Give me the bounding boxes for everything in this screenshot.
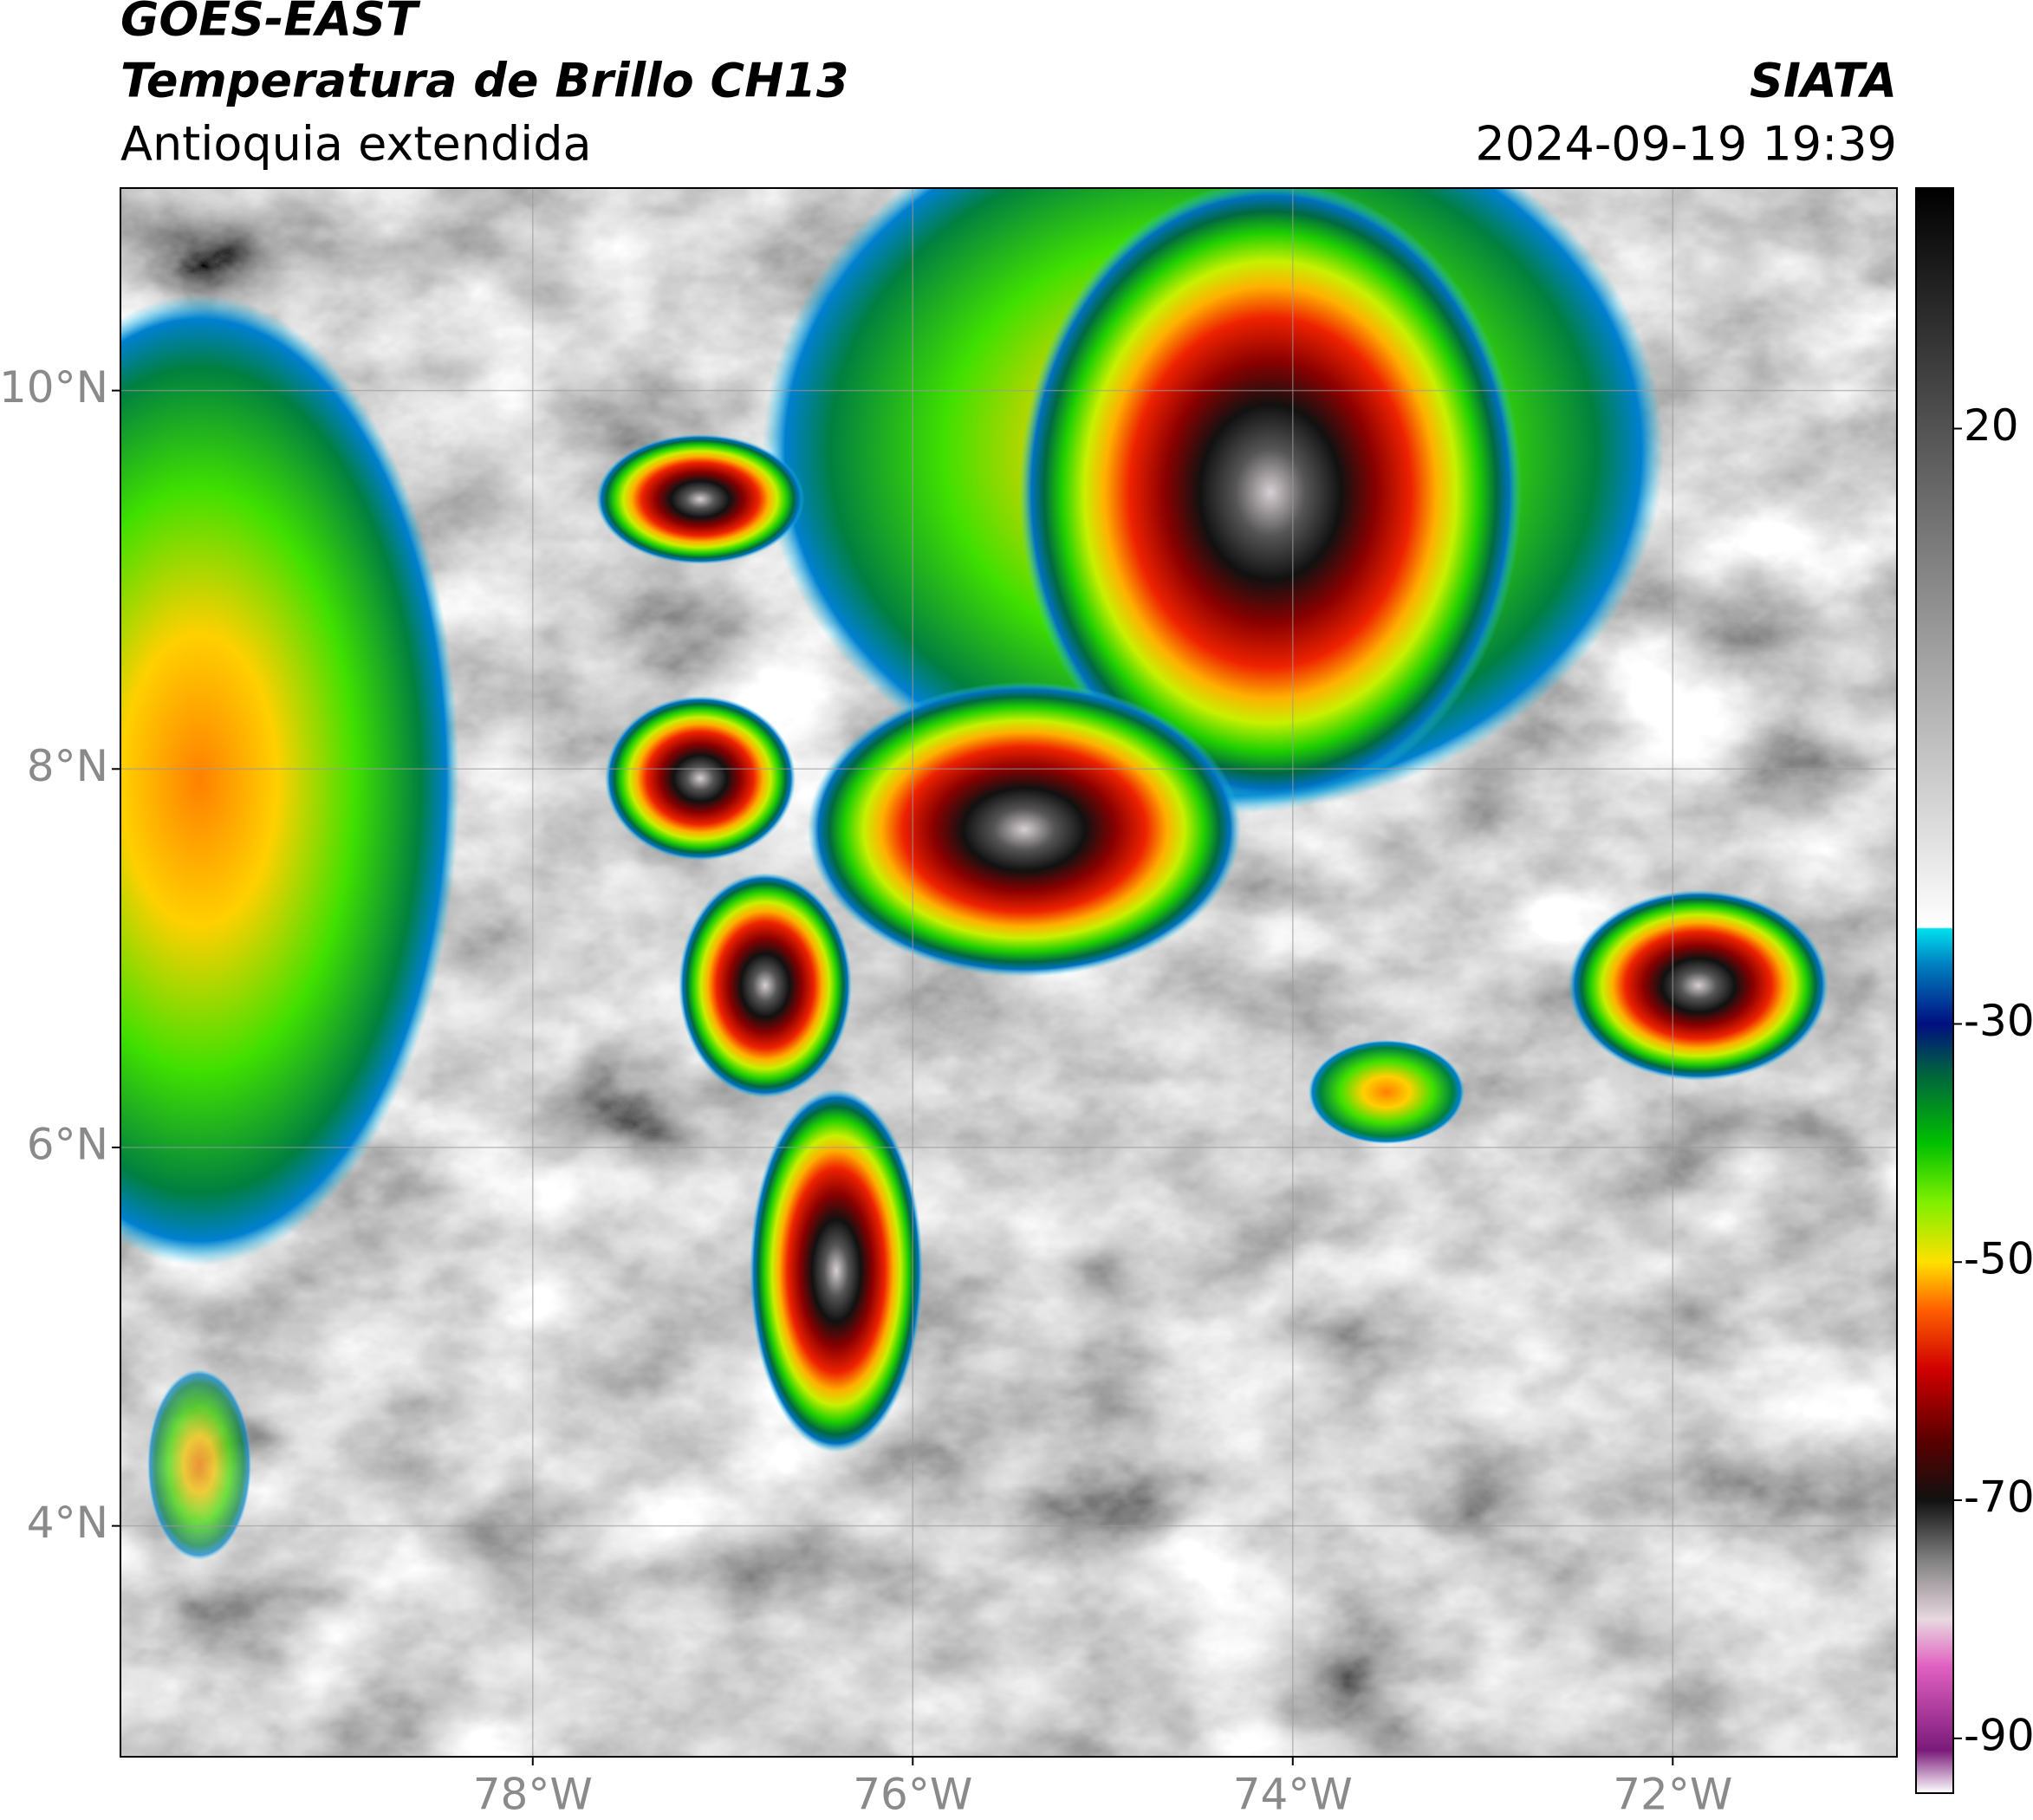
storm-cell (679, 873, 852, 1098)
colorbar-tick-label: -50 (1964, 1234, 2033, 1284)
colorbar-tick-label: -30 (1964, 996, 2033, 1046)
x-tick-label: 74°W (1233, 1770, 1353, 1820)
cloud-region (120, 295, 459, 1265)
source: SIATA (1750, 54, 1897, 108)
title: GOES-EAST (120, 0, 421, 47)
y-tick-label: 10°N (0, 362, 108, 413)
cloud-region (147, 1369, 251, 1560)
datetime: 2024-09-19 19:39 (1475, 117, 1897, 172)
x-tick-label: 78°W (473, 1770, 593, 1820)
map-frame (120, 187, 1898, 1758)
y-tick-label: 8°N (27, 741, 108, 791)
y-tick-label: 6°N (27, 1119, 108, 1169)
x-tick-label: 76°W (853, 1770, 972, 1820)
satellite-image (120, 188, 1897, 1757)
cloud-region (1309, 1040, 1465, 1144)
storm-cell (596, 434, 804, 564)
region: Antioquia extendida (120, 117, 592, 172)
colorbar-tick-label: 20 (1964, 400, 2019, 451)
storm-cell (1019, 188, 1522, 804)
storm-cell (1569, 890, 1828, 1081)
colorbar-tick-label: -70 (1964, 1472, 2033, 1523)
storm-cell (750, 1089, 923, 1453)
y-tick-label: 4°N (27, 1498, 108, 1548)
storm-cell (808, 682, 1241, 977)
subtitle: Temperatura de Brillo CH13 (120, 54, 849, 108)
colorbar-tick-label: -90 (1964, 1710, 2033, 1760)
x-tick-label: 72°W (1613, 1770, 1732, 1820)
colorbar (1915, 187, 1954, 1794)
storm-cell (605, 696, 796, 861)
